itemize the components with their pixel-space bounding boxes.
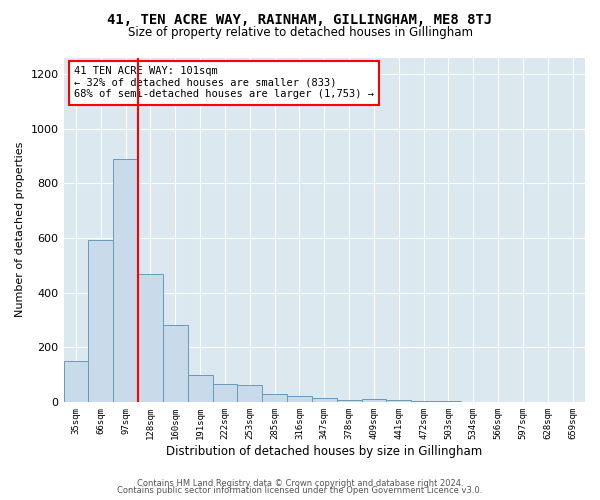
Bar: [238, 385, 262, 402]
Bar: [64, 362, 88, 402]
Text: 41, TEN ACRE WAY, RAINHAM, GILLINGHAM, ME8 8TJ: 41, TEN ACRE WAY, RAINHAM, GILLINGHAM, M…: [107, 12, 493, 26]
Bar: [411, 401, 436, 402]
Bar: [362, 399, 386, 402]
Text: Contains HM Land Registry data © Crown copyright and database right 2024.: Contains HM Land Registry data © Crown c…: [137, 478, 463, 488]
Text: Contains public sector information licensed under the Open Government Licence v3: Contains public sector information licen…: [118, 486, 482, 495]
X-axis label: Distribution of detached houses by size in Gillingham: Distribution of detached houses by size …: [166, 444, 482, 458]
Bar: [113, 158, 138, 402]
Bar: [287, 396, 312, 402]
Bar: [262, 394, 287, 402]
Text: Size of property relative to detached houses in Gillingham: Size of property relative to detached ho…: [128, 26, 473, 39]
Y-axis label: Number of detached properties: Number of detached properties: [15, 142, 25, 318]
Bar: [138, 274, 163, 402]
Bar: [188, 374, 212, 402]
Bar: [312, 398, 337, 402]
Bar: [212, 384, 238, 402]
Bar: [337, 400, 362, 402]
Bar: [163, 326, 188, 402]
Text: 41 TEN ACRE WAY: 101sqm
← 32% of detached houses are smaller (833)
68% of semi-d: 41 TEN ACRE WAY: 101sqm ← 32% of detache…: [74, 66, 374, 100]
Bar: [386, 400, 411, 402]
Bar: [88, 240, 113, 402]
